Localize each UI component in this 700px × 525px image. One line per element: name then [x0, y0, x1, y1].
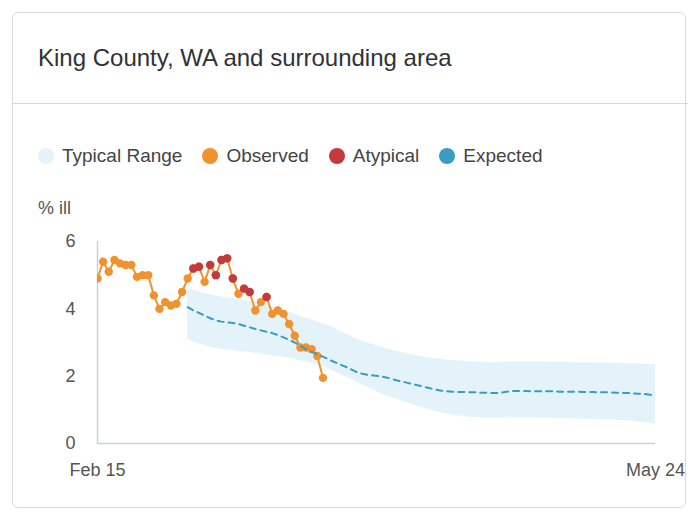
svg-text:May 24: May 24 — [626, 460, 685, 480]
html-text:% ill: % ill — [38, 198, 71, 218]
html-text:Expected: Expected — [463, 145, 543, 166]
svg-text:0: 0 — [65, 433, 75, 453]
svg-text:2: 2 — [65, 366, 75, 386]
html-text:Typical Range: Typical Range — [62, 145, 183, 166]
html-text:King County, WA and surroundin: King County, WA and surrounding area — [38, 44, 452, 71]
svg-text:4: 4 — [65, 299, 75, 319]
svg-text:Feb 15: Feb 15 — [69, 460, 125, 480]
html-text:Observed: Observed — [226, 145, 309, 166]
html-text:Atypical: Atypical — [352, 145, 420, 166]
svg-text:6: 6 — [65, 231, 75, 251]
